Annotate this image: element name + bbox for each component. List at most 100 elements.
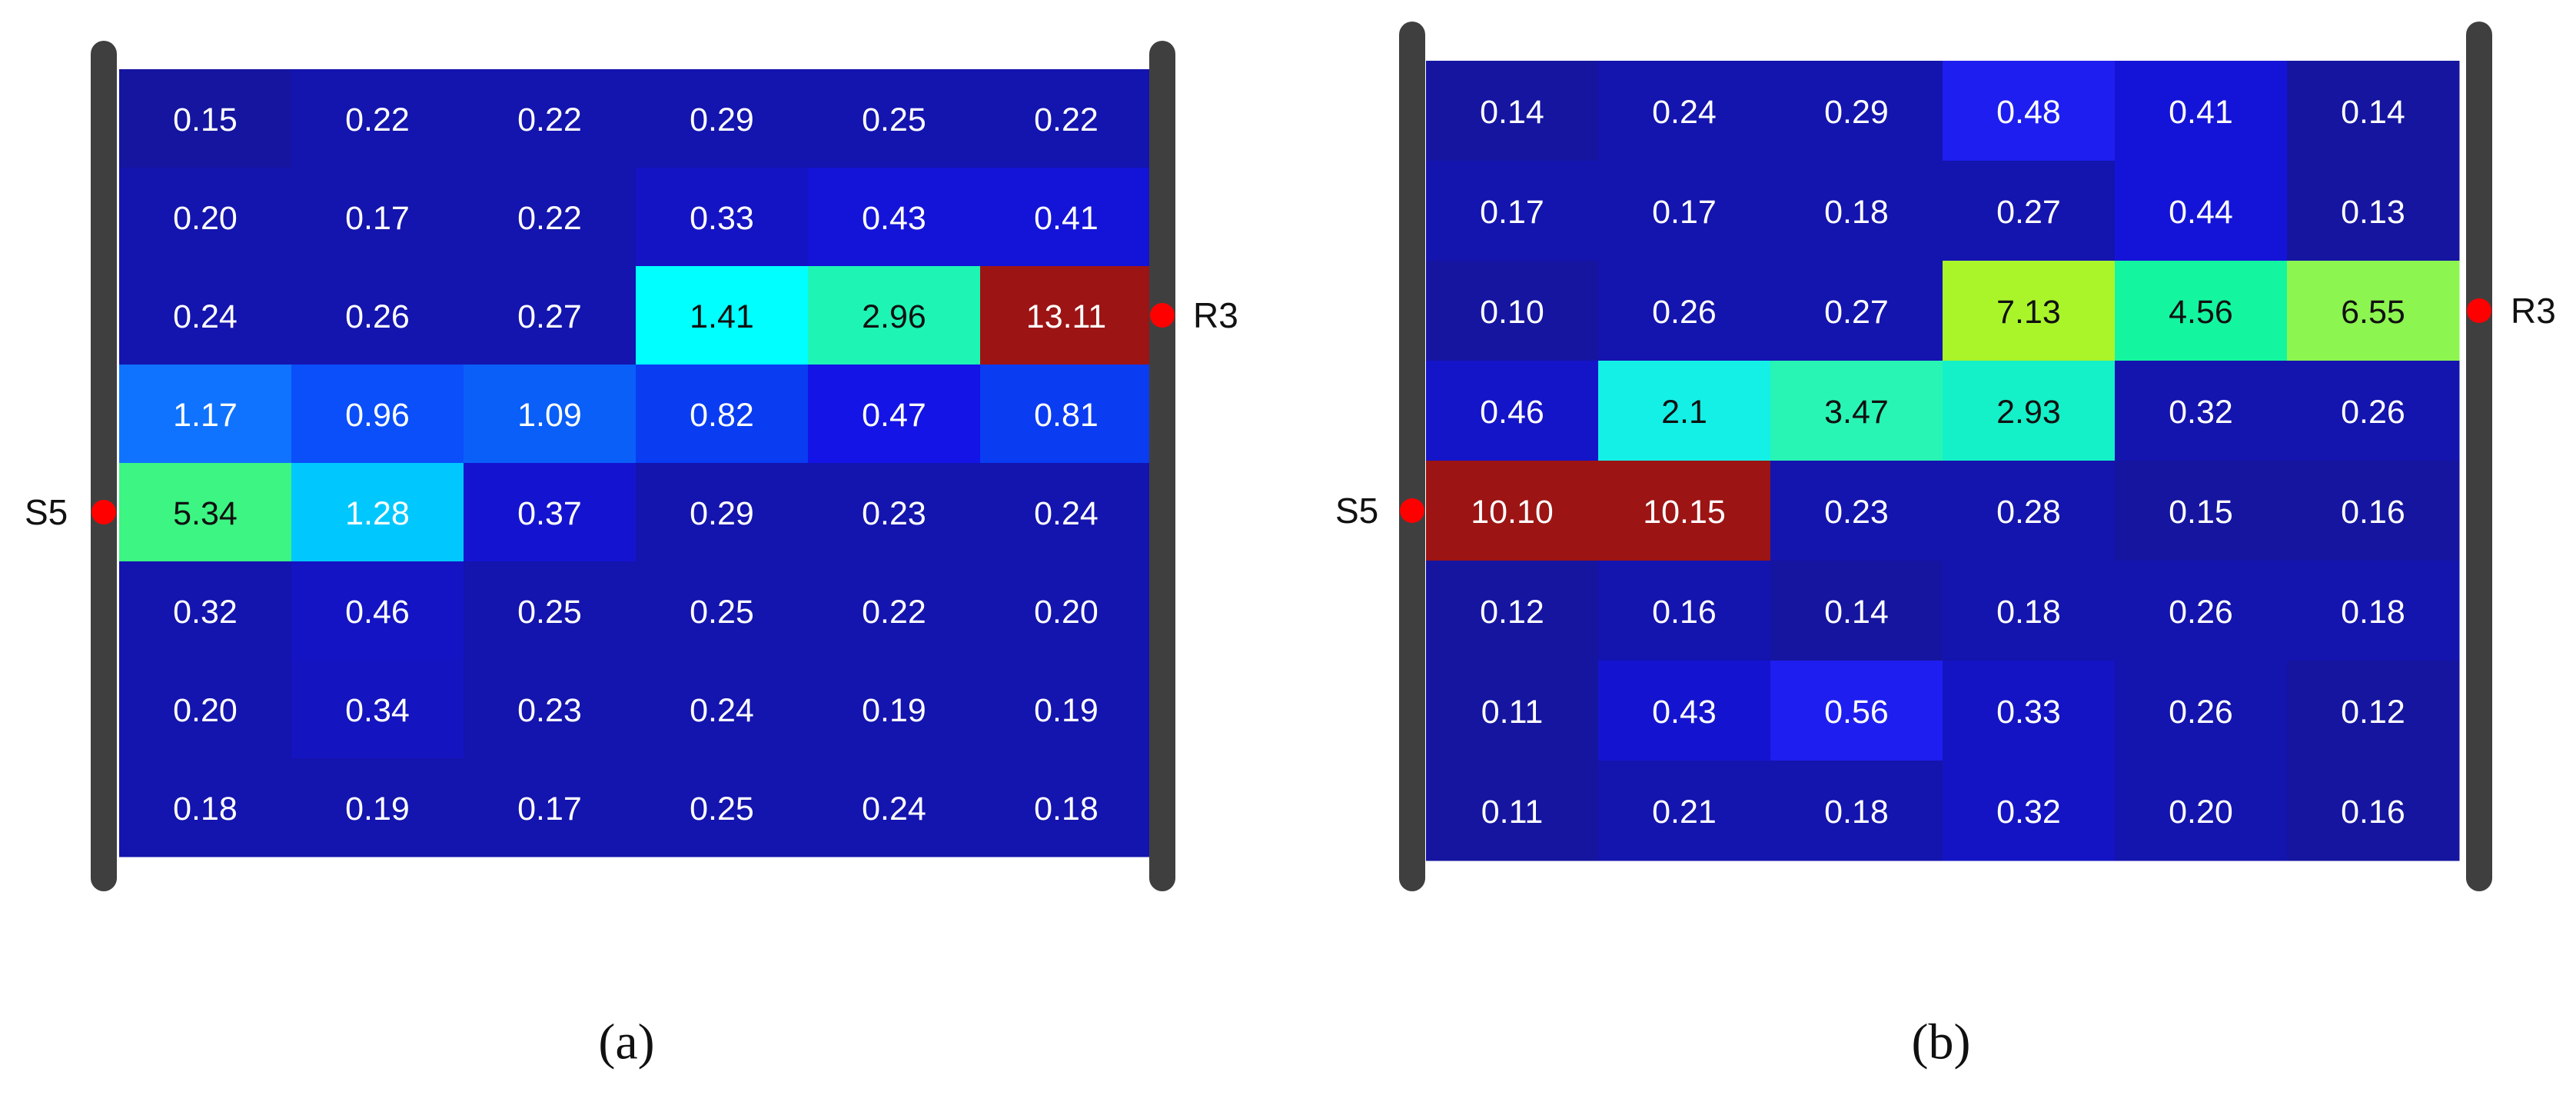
heatmap-cell xyxy=(980,69,1153,168)
heatmap-cell-value: 0.46 xyxy=(345,594,410,631)
heatmap-cell xyxy=(464,365,637,464)
receiver-marker xyxy=(1150,303,1175,328)
heatmap-cell xyxy=(1426,761,1599,861)
heatmap-cell-value: 0.27 xyxy=(1824,294,1889,331)
heatmap-cell xyxy=(2287,361,2460,461)
heatmap-cell-value: 0.20 xyxy=(1034,594,1099,631)
heatmap-cell-value: 0.18 xyxy=(1034,791,1099,827)
heatmap-cell xyxy=(2115,61,2288,161)
heatmap-cell xyxy=(636,266,809,365)
heatmap-cell xyxy=(2115,761,2288,861)
heatmap-cell-value: 0.32 xyxy=(2169,394,2233,431)
heatmap-cell-value: 0.16 xyxy=(2341,494,2405,531)
heatmap-cell-value: 0.13 xyxy=(2341,194,2405,231)
heatmap-cell-value: 0.18 xyxy=(2341,594,2405,631)
heatmap-cell-value: 0.22 xyxy=(517,200,582,237)
heatmap-cell xyxy=(1770,461,1943,561)
panel-caption: (b) xyxy=(1912,1014,1971,1070)
heatmap-cell xyxy=(1943,61,2116,161)
heatmap-cell-value: 0.25 xyxy=(690,594,754,631)
heatmap-cell xyxy=(291,69,464,168)
heatmap-cell xyxy=(2287,161,2460,261)
heatmap-cell-value: 0.26 xyxy=(1652,294,1717,331)
heatmap-cell xyxy=(119,168,292,267)
heatmap-cell xyxy=(119,69,292,168)
heatmap-cell xyxy=(119,365,292,464)
heatmap-cell xyxy=(980,266,1153,365)
heatmap-cell xyxy=(2287,561,2460,661)
heatmap-cell xyxy=(119,266,292,365)
heatmap-cell xyxy=(1943,661,2116,761)
heatmap-cell-value: 0.24 xyxy=(862,791,926,827)
heatmap-cell-value: 0.25 xyxy=(862,102,926,138)
heatmap-cell xyxy=(808,660,981,759)
heatmap-cell-value: 3.47 xyxy=(1824,394,1889,431)
heatmap-cell xyxy=(119,758,292,857)
heatmap-cell-value: 0.23 xyxy=(1824,494,1889,531)
heatmap-cell xyxy=(980,660,1153,759)
heatmap-cell xyxy=(2287,261,2460,361)
heatmap-cell-value: 0.14 xyxy=(2341,94,2405,131)
heatmap-cell xyxy=(464,266,637,365)
heatmap-cell-value: 5.34 xyxy=(173,495,238,532)
heatmap-cell xyxy=(636,365,809,464)
heatmap-cell-value: 0.32 xyxy=(173,594,238,631)
heatmap-cell xyxy=(808,168,981,267)
heatmap-cell-value: 0.20 xyxy=(2169,794,2233,831)
heatmap-cell-value: 0.18 xyxy=(1824,194,1889,231)
heatmap-cell-value: 0.22 xyxy=(1034,102,1099,138)
heatmap-cell xyxy=(1598,261,1771,361)
heatmap-cell-value: 0.17 xyxy=(345,200,410,237)
heatmap-cell-value: 0.81 xyxy=(1034,397,1099,434)
heatmap-cell-value: 7.13 xyxy=(1996,294,2061,331)
heatmap-cell-value: 0.43 xyxy=(862,200,926,237)
heatmap-cell-value: 0.11 xyxy=(1481,694,1544,731)
heatmap-cell-value: 0.17 xyxy=(517,791,582,827)
heatmap-cell-value: 0.32 xyxy=(1996,794,2061,831)
heatmap-cell-value: 0.25 xyxy=(517,594,582,631)
heatmap-cell xyxy=(1598,461,1771,561)
heatmap-cell-value: 2.1 xyxy=(1661,394,1707,431)
heatmap-cell xyxy=(980,168,1153,267)
heatmap-cell-value: 0.26 xyxy=(345,298,410,335)
heatmap-cell-value: 0.16 xyxy=(1652,594,1717,631)
heatmap-cell xyxy=(2115,561,2288,661)
heatmap-cell-value: 0.11 xyxy=(1481,794,1544,831)
heatmap-cell-value: 6.55 xyxy=(2341,294,2405,331)
heatmap-cell xyxy=(808,365,981,464)
heatmap-cell-value: 2.96 xyxy=(862,298,926,335)
heatmap-cell-value: 0.29 xyxy=(690,495,754,532)
heatmap-cell xyxy=(636,660,809,759)
heatmap-cell xyxy=(636,463,809,562)
heatmap-cell-value: 0.12 xyxy=(2341,694,2405,731)
heatmap-cell-value: 0.22 xyxy=(345,102,410,138)
heatmap-cell xyxy=(2287,461,2460,561)
heatmap-cell-value: 0.19 xyxy=(345,791,410,827)
heatmap-cell xyxy=(1943,361,2116,461)
heatmap-cell-value: 0.15 xyxy=(173,102,238,138)
heatmap-cell-value: 0.10 xyxy=(1480,294,1544,331)
heatmap-cell xyxy=(980,561,1153,661)
heatmap-cell-value: 0.26 xyxy=(2341,394,2405,431)
heatmap-cell-value: 13.11 xyxy=(1026,298,1106,335)
heatmap-cell xyxy=(1770,261,1943,361)
heatmap-cell xyxy=(2287,661,2460,761)
heatmap-cell-value: 0.19 xyxy=(1034,692,1099,729)
heatmap-cell-value: 0.25 xyxy=(690,791,754,827)
heatmap-cell xyxy=(1770,561,1943,661)
heatmap-cell-value: 0.29 xyxy=(690,102,754,138)
heatmap-cell-value: 0.17 xyxy=(1652,194,1717,231)
heatmap-cell-value: 1.17 xyxy=(173,397,238,434)
panel-caption: (a) xyxy=(598,1014,654,1070)
heatmap-cell-value: 0.22 xyxy=(517,102,582,138)
heatmap-cell-value: 0.26 xyxy=(2169,694,2233,731)
heatmap-cell-value: 2.93 xyxy=(1996,394,2061,431)
heatmap-cell xyxy=(808,69,981,168)
heatmap-cell xyxy=(808,561,981,661)
source-label: S5 xyxy=(25,492,68,532)
heatmap-cell xyxy=(1426,561,1599,661)
heatmap-cell xyxy=(1943,161,2116,261)
heatmap-cell-value: 0.46 xyxy=(1480,394,1544,431)
heatmap-cell-value: 0.27 xyxy=(1996,194,2061,231)
